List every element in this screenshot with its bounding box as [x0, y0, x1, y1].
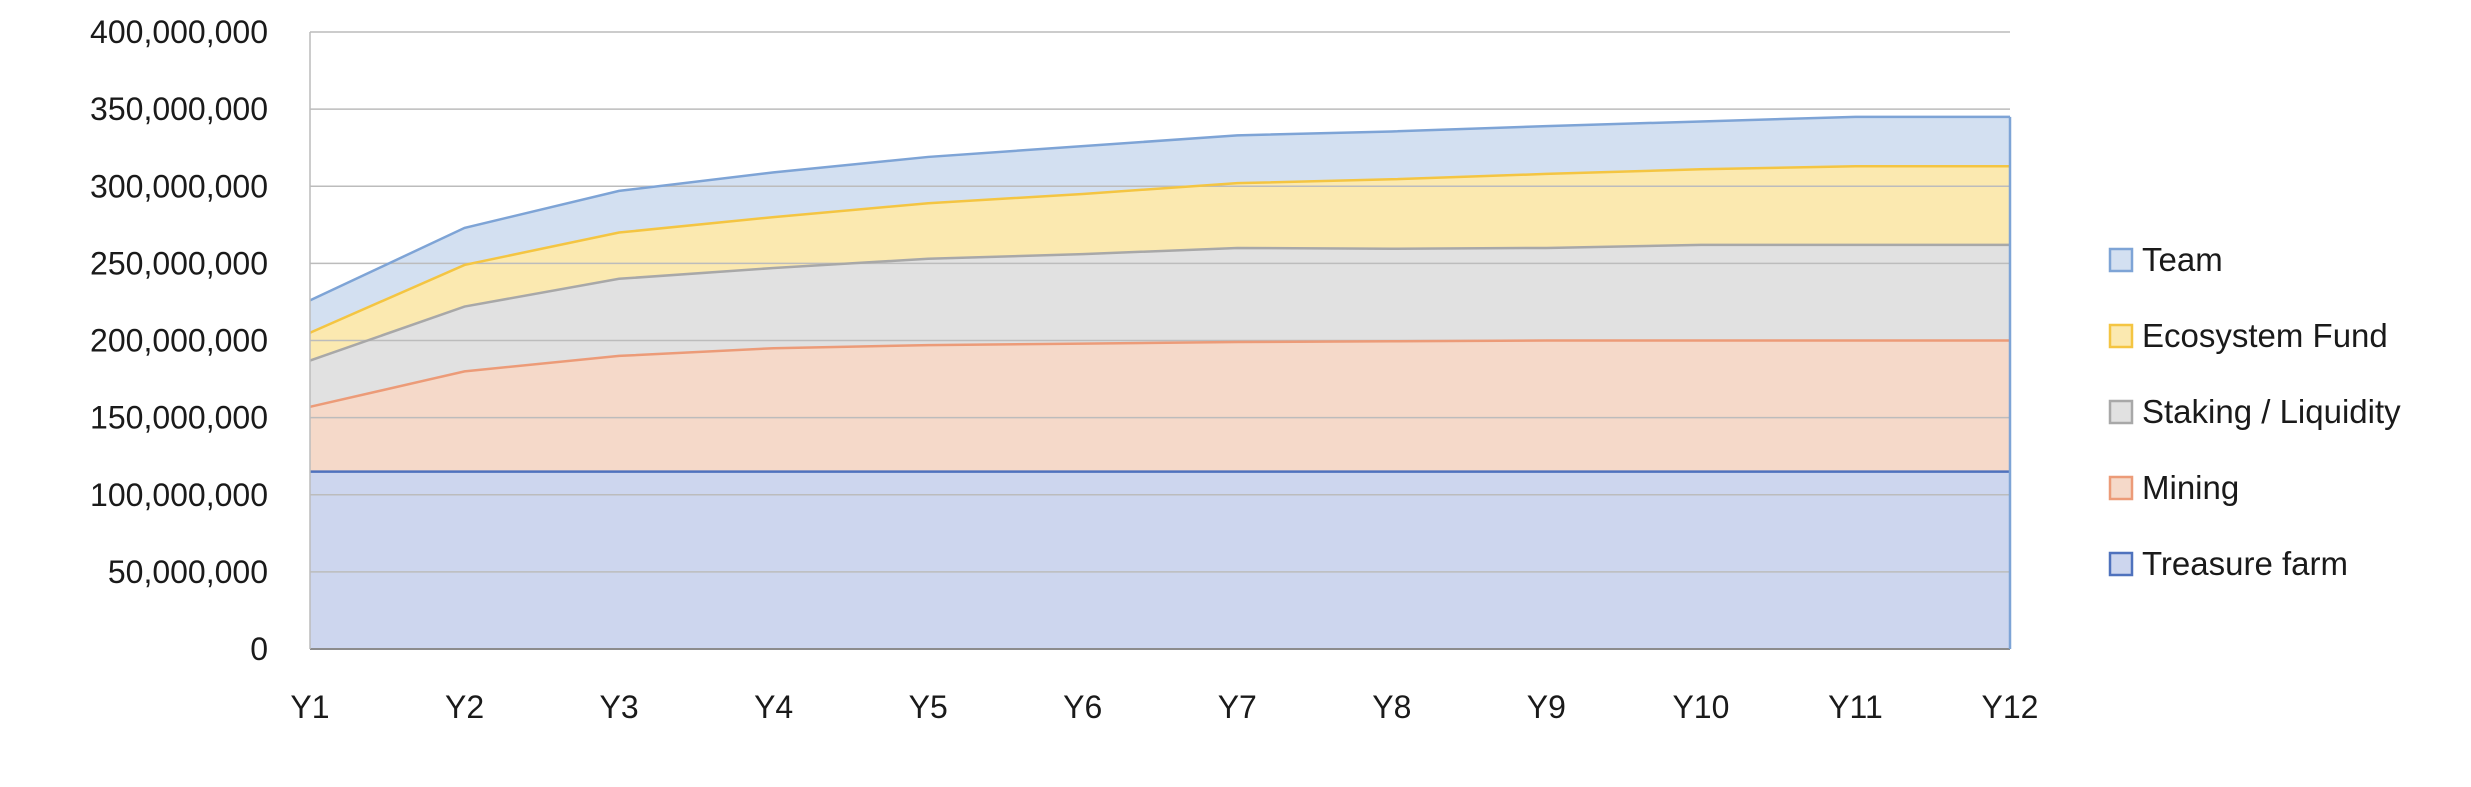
x-tick-label: Y8: [1372, 689, 1411, 725]
y-tick-label: 200,000,000: [90, 323, 268, 359]
legend-swatch: [2108, 247, 2134, 273]
x-tick-label: Y4: [754, 689, 793, 725]
legend-label: Mining: [2142, 469, 2239, 506]
x-tick-label: Y3: [600, 689, 639, 725]
x-tick-label: Y11: [1828, 689, 1883, 725]
x-tick-label: Y5: [909, 689, 948, 725]
legend-swatch: [2108, 551, 2134, 577]
y-tick-label: 400,000,000: [90, 14, 268, 50]
x-tick-label: Y7: [1218, 689, 1257, 725]
area-treasure-farm: [310, 471, 2010, 649]
x-tick-label: Y9: [1527, 689, 1566, 725]
legend-label: Treasure farm: [2142, 545, 2348, 582]
x-tick-label: Y12: [1982, 689, 2039, 725]
x-tick-label: Y10: [1672, 689, 1729, 725]
y-tick-label: 50,000,000: [108, 554, 268, 590]
line-team: [309, 115, 2010, 302]
y-tick-label: 350,000,000: [90, 91, 268, 127]
legend-swatch: [2108, 323, 2134, 349]
area-mining: [310, 340, 2010, 472]
y-tick-label: 100,000,000: [90, 477, 268, 513]
y-tick-label: 250,000,000: [90, 245, 268, 281]
x-tick-label: Y6: [1063, 689, 1102, 725]
legend-swatch: [2108, 399, 2134, 425]
line-ecosystem-fund: [309, 164, 2010, 334]
area-staking-liquidity: [310, 244, 2010, 407]
y-tick-label: 300,000,000: [90, 168, 268, 204]
legend-label: Team: [2142, 241, 2223, 278]
x-tick-label: Y1: [290, 689, 329, 725]
legend-label: Ecosystem Fund: [2142, 317, 2388, 354]
area-ecosystem-fund: [310, 166, 2010, 361]
line-mining: [309, 339, 2010, 409]
line-staking-liquidity: [309, 243, 2010, 362]
legend-swatch: [2108, 475, 2134, 501]
area-team: [310, 116, 2010, 333]
x-tick-label: Y2: [445, 689, 484, 725]
legend-label: Staking / Liquidity: [2142, 393, 2401, 430]
y-tick-label: 0: [250, 631, 268, 667]
y-tick-label: 150,000,000: [90, 400, 268, 436]
